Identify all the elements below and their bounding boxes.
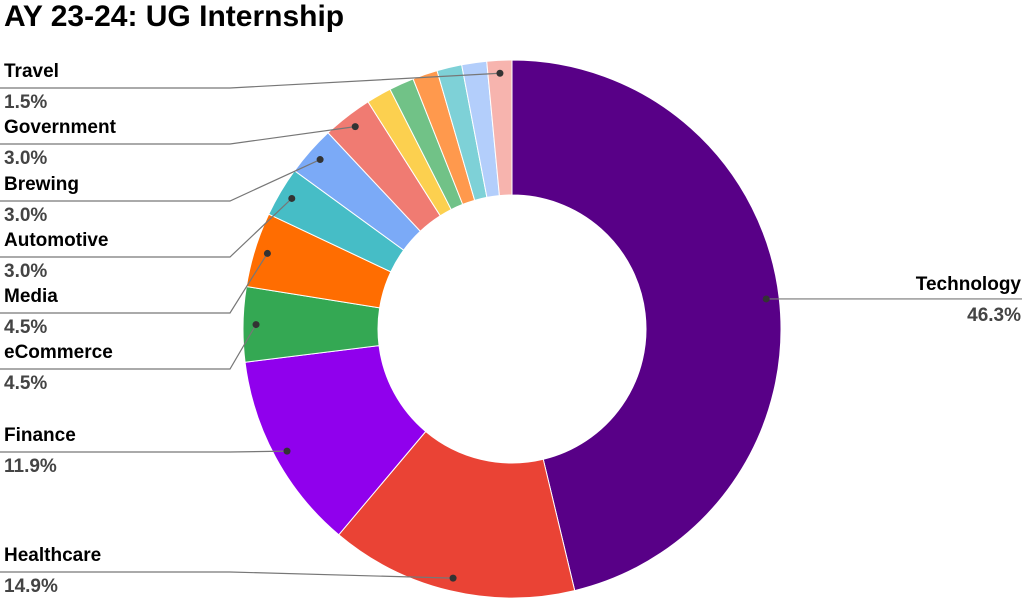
value-label: 3.0% <box>4 205 47 226</box>
leader-line <box>0 450 288 453</box>
leader-dot <box>288 194 296 202</box>
leader-line <box>0 158 321 202</box>
leader-dot <box>351 123 359 131</box>
leader-dot <box>762 295 770 303</box>
leader-dot <box>263 249 271 257</box>
value-label: 14.9% <box>4 576 58 597</box>
leader-dot <box>283 447 291 455</box>
slice-label: eCommerce <box>4 342 113 363</box>
slice-label: Automotive <box>4 230 109 251</box>
leader-dot <box>252 321 260 329</box>
leader-line <box>0 571 454 579</box>
leader-dot <box>449 574 457 582</box>
leader-dot <box>316 156 324 164</box>
slice <box>338 430 576 599</box>
value-label: 4.5% <box>4 373 47 394</box>
value-label: 1.5% <box>4 92 47 113</box>
slice-label: Travel <box>4 61 59 82</box>
value-label: 3.0% <box>4 261 47 282</box>
slice-label: Finance <box>4 425 76 446</box>
slice-label: Media <box>4 286 58 307</box>
slice-label: Healthcare <box>4 545 101 566</box>
value-label: 4.5% <box>4 317 47 338</box>
slice-label: Brewing <box>4 174 79 195</box>
leader-line <box>0 72 500 89</box>
leader-line <box>0 198 293 258</box>
leader-line <box>0 253 268 314</box>
leader-line <box>0 324 257 370</box>
value-label: 46.3% <box>967 305 1021 326</box>
leader-dot <box>496 69 504 77</box>
value-label: 11.9% <box>4 456 57 477</box>
value-label: 3.0% <box>4 148 47 169</box>
leader-line <box>0 126 356 145</box>
slice-label: Technology <box>916 274 1022 295</box>
slice <box>511 59 782 592</box>
chart-title: AY 23-24: UG Internship <box>4 0 344 33</box>
slice-label: Government <box>4 117 117 138</box>
slice <box>486 59 513 197</box>
